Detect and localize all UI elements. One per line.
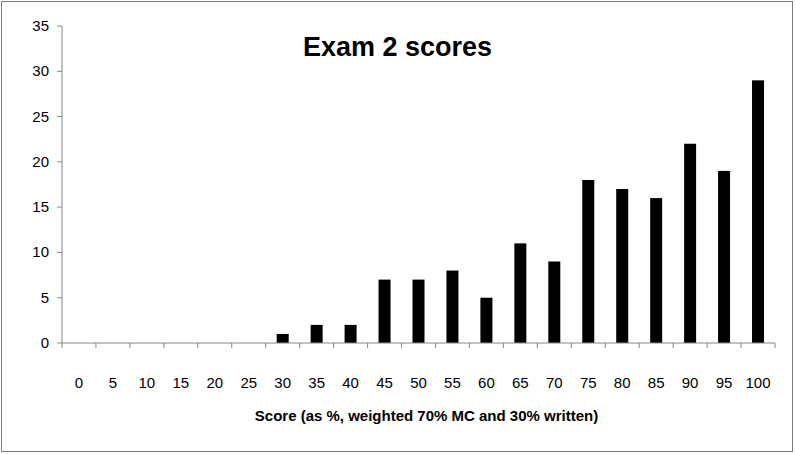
x-tick [401,343,402,348]
x-tick-label: 60 [478,374,495,391]
x-tick [741,343,742,348]
x-axis-label: Score (as %, weighted 70% MC and 30% wri… [255,407,598,424]
bar [311,325,323,343]
x-tick-label: 45 [376,374,393,391]
y-tick-label: 20 [32,153,49,170]
x-tick [197,343,198,348]
x-tick-label: 75 [580,374,597,391]
x-tick [775,343,776,348]
x-tick [299,343,300,348]
x-tick-label: 40 [342,374,359,391]
x-tick [435,343,436,348]
x-tick-label: 55 [444,374,461,391]
x-tick-label: 90 [682,374,699,391]
bar [752,80,764,343]
bar [650,198,662,343]
y-tick [57,26,62,27]
y-axis [62,26,63,343]
x-tick-label: 80 [614,374,631,391]
y-tick [57,161,62,162]
y-tick [57,252,62,253]
x-tick [333,343,334,348]
title: Exam 2 scores [303,32,492,62]
x-tick [62,343,63,348]
x-tick-label: 5 [109,374,117,391]
bars [277,80,764,343]
x-tick [707,343,708,348]
x-axis [62,343,775,344]
x-tick-label: 65 [512,374,529,391]
y-tick [57,297,62,298]
x-tick [503,343,504,348]
bar [277,334,289,343]
x-tick [537,343,538,348]
x-tick [469,343,470,348]
bar [684,144,696,343]
y-tick-label: 10 [32,243,49,260]
bar [718,171,730,343]
bar [616,189,628,343]
x-tick [673,343,674,348]
bar [514,243,526,343]
y-tick-label: 0 [41,334,49,351]
y-tick-label: 25 [32,108,49,125]
x-tick [605,343,606,348]
bar [480,298,492,343]
bar [379,280,391,343]
y-tick [57,343,62,344]
chart-border [2,2,793,452]
y-tick-label: 30 [32,62,49,79]
x-tick-label: 30 [274,374,291,391]
bar [413,280,425,343]
bar [446,271,458,343]
x-tick-label: 50 [410,374,427,391]
x-tick-label: 10 [139,374,156,391]
x-tick-label: 70 [546,374,563,391]
x-tick [571,343,572,348]
background [0,0,795,454]
bar [548,261,560,343]
x-tick-label: 25 [240,374,257,391]
x-tick [95,343,96,348]
x-tick-label: 20 [206,374,223,391]
x-tick [639,343,640,348]
bar [582,180,594,343]
bar [345,325,357,343]
x-tick [129,343,130,348]
chart-container: Exam 2 scores 0 5 10 15 20 25 30 35 0 5 10 15 20 25 30 3… [0,0,795,454]
x-tick-label: 0 [75,374,83,391]
x-tick [265,343,266,348]
x-tick-label: 100 [746,374,771,391]
x-tick-label: 15 [172,374,189,391]
x-tick [367,343,368,348]
y-tick-label: 15 [32,198,49,215]
y-tick [57,207,62,208]
y-tick [57,71,62,72]
y-tick-label: 5 [41,289,49,306]
y-tick-label: 35 [32,17,49,34]
y-tick [57,116,62,117]
x-tick [231,343,232,348]
chart-svg: Exam 2 scores 0 5 10 15 20 25 30 35 0 5 10 15 20 25 30 3… [0,0,795,454]
x-tick-label: 95 [716,374,733,391]
x-tick-label: 85 [648,374,665,391]
x-tick [163,343,164,348]
x-tick-label: 35 [308,374,325,391]
